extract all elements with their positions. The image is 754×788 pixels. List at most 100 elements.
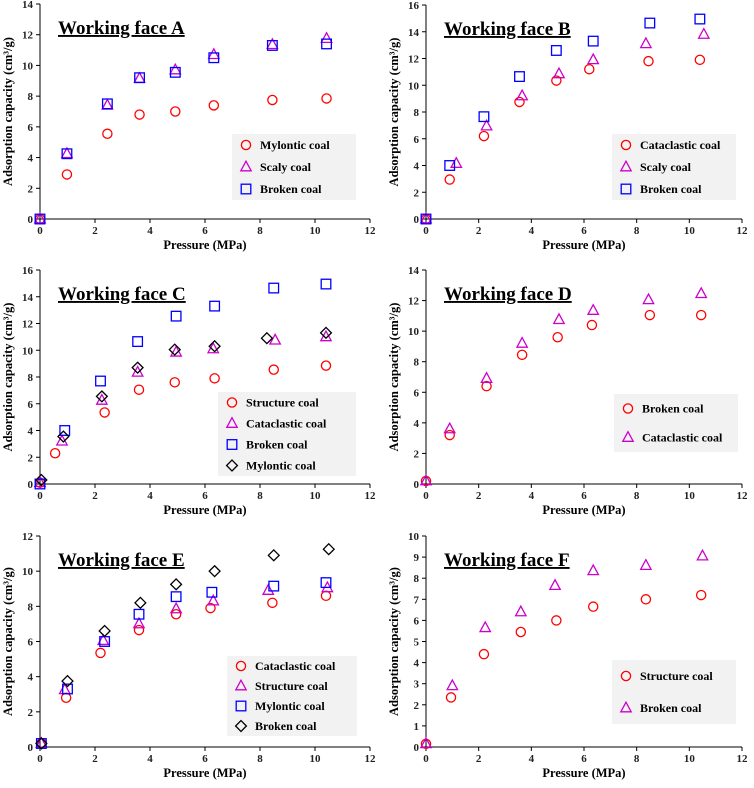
y-tick-label: 10 [408, 326, 420, 338]
legend-label-broken-coal: Broken coal [640, 182, 702, 196]
legend-label-broken-coal: Broken coal [255, 719, 317, 733]
y-tick-label: 16 [22, 265, 34, 277]
data-point [134, 109, 145, 120]
legend: Mylontic coal Scaly coal Broken coal [232, 134, 356, 200]
data-point [35, 736, 48, 748]
x-tick-label: 6 [581, 225, 587, 237]
data-point [552, 66, 566, 79]
y-tick-label: 14 [408, 27, 420, 39]
y-tick-label: 9 [414, 552, 420, 564]
data-point [35, 737, 48, 750]
data-point [419, 736, 433, 749]
data-point [478, 648, 490, 660]
y-tick-label: 2 [28, 707, 34, 719]
data-point [514, 604, 528, 617]
data-point [443, 421, 456, 434]
y-tick-label: 8 [414, 357, 420, 369]
data-point [320, 31, 333, 44]
y-tick-label: 0 [28, 479, 34, 491]
x-tick-label: 8 [634, 490, 640, 502]
x-tick-label: 4 [529, 225, 535, 237]
data-point [95, 390, 109, 403]
y-tick-label: 12 [22, 319, 34, 331]
data-point [322, 542, 336, 556]
x-axis-title: Pressure (MPa) [163, 503, 246, 517]
data-point [694, 54, 706, 66]
x-tick-label: 12 [737, 753, 749, 765]
data-point [132, 616, 146, 629]
x-tick-label: 6 [202, 753, 208, 765]
series-structure-coal [34, 360, 332, 488]
legend-label-mylontic-coal: Mylontic coal [255, 699, 325, 713]
x-tick-label: 6 [581, 753, 587, 765]
series-broken-coal [34, 38, 333, 225]
data-point [444, 174, 455, 185]
y-tick-label: 0 [28, 742, 34, 754]
data-point [552, 312, 566, 325]
data-point [207, 47, 221, 60]
series-broken-coal [419, 548, 709, 749]
data-point [642, 292, 655, 305]
y-axis-title: Adsorption capacity (cm³/g) [387, 38, 401, 187]
data-point [206, 593, 220, 606]
y-tick-label: 2 [28, 183, 34, 195]
data-point [695, 589, 707, 601]
data-point [268, 282, 280, 294]
data-point [268, 333, 282, 345]
data-point [208, 339, 221, 353]
y-tick-label: 5 [414, 637, 420, 649]
legend-label-broken-coal: Broken coal [642, 402, 704, 416]
series-cataclastic-coal [419, 286, 708, 486]
data-point [133, 71, 146, 83]
legend-marker-cataclastic-coal [620, 139, 632, 151]
x-tick-label: 2 [92, 753, 98, 765]
y-tick-label: 2 [414, 187, 420, 199]
data-point [320, 577, 332, 589]
data-point [102, 128, 113, 140]
y-tick-label: 1 [414, 721, 420, 733]
y-tick-label: 8 [28, 372, 34, 384]
y-tick-label: 8 [28, 91, 34, 103]
data-point [478, 111, 490, 123]
x-tick-label: 6 [202, 490, 208, 502]
legend-background [218, 392, 356, 476]
legend-label-mylontic-coal: Mylontic coal [260, 138, 330, 152]
data-point [478, 130, 490, 142]
data-point [134, 72, 146, 84]
data-point [550, 45, 562, 56]
y-tick-label: 10 [22, 566, 34, 578]
legend-marker-broken-coal [226, 439, 238, 450]
data-point [267, 549, 281, 562]
x-axis-title: Pressure (MPa) [542, 503, 625, 517]
x-tick-label: 2 [476, 225, 482, 237]
data-point [98, 624, 111, 638]
y-tick-label: 8 [28, 601, 34, 613]
y-tick-label: 10 [22, 345, 34, 357]
data-point [446, 678, 459, 691]
y-tick-label: 0 [28, 214, 34, 226]
data-point [320, 278, 332, 290]
data-point [169, 601, 183, 614]
legend-marker-cataclastic-coal [621, 430, 635, 442]
data-point [206, 341, 220, 354]
y-tick-label: 0 [414, 214, 420, 226]
y-tick-label: 4 [28, 672, 34, 684]
data-point [169, 66, 181, 78]
chart-panel-4: 0 2 4 6 8 10 12 0 2 4 6 8 10 12 14 Pressure (MPa) Adsorp… [387, 265, 748, 517]
x-tick-label: 0 [423, 753, 429, 765]
legend-label-broken-coal: Broken coal [640, 701, 702, 715]
panel-title: Working face F [444, 550, 570, 571]
data-point [321, 93, 332, 104]
data-point [61, 674, 74, 688]
data-point [95, 393, 109, 405]
y-tick-label: 4 [28, 153, 34, 165]
legend: Structure coal Broken coal [612, 660, 736, 724]
data-point [170, 608, 182, 620]
data-point [170, 591, 182, 603]
series-cataclastic-coal [36, 590, 332, 749]
data-point [266, 40, 278, 51]
data-point [266, 37, 279, 50]
data-point [444, 160, 456, 171]
data-point [445, 692, 457, 703]
